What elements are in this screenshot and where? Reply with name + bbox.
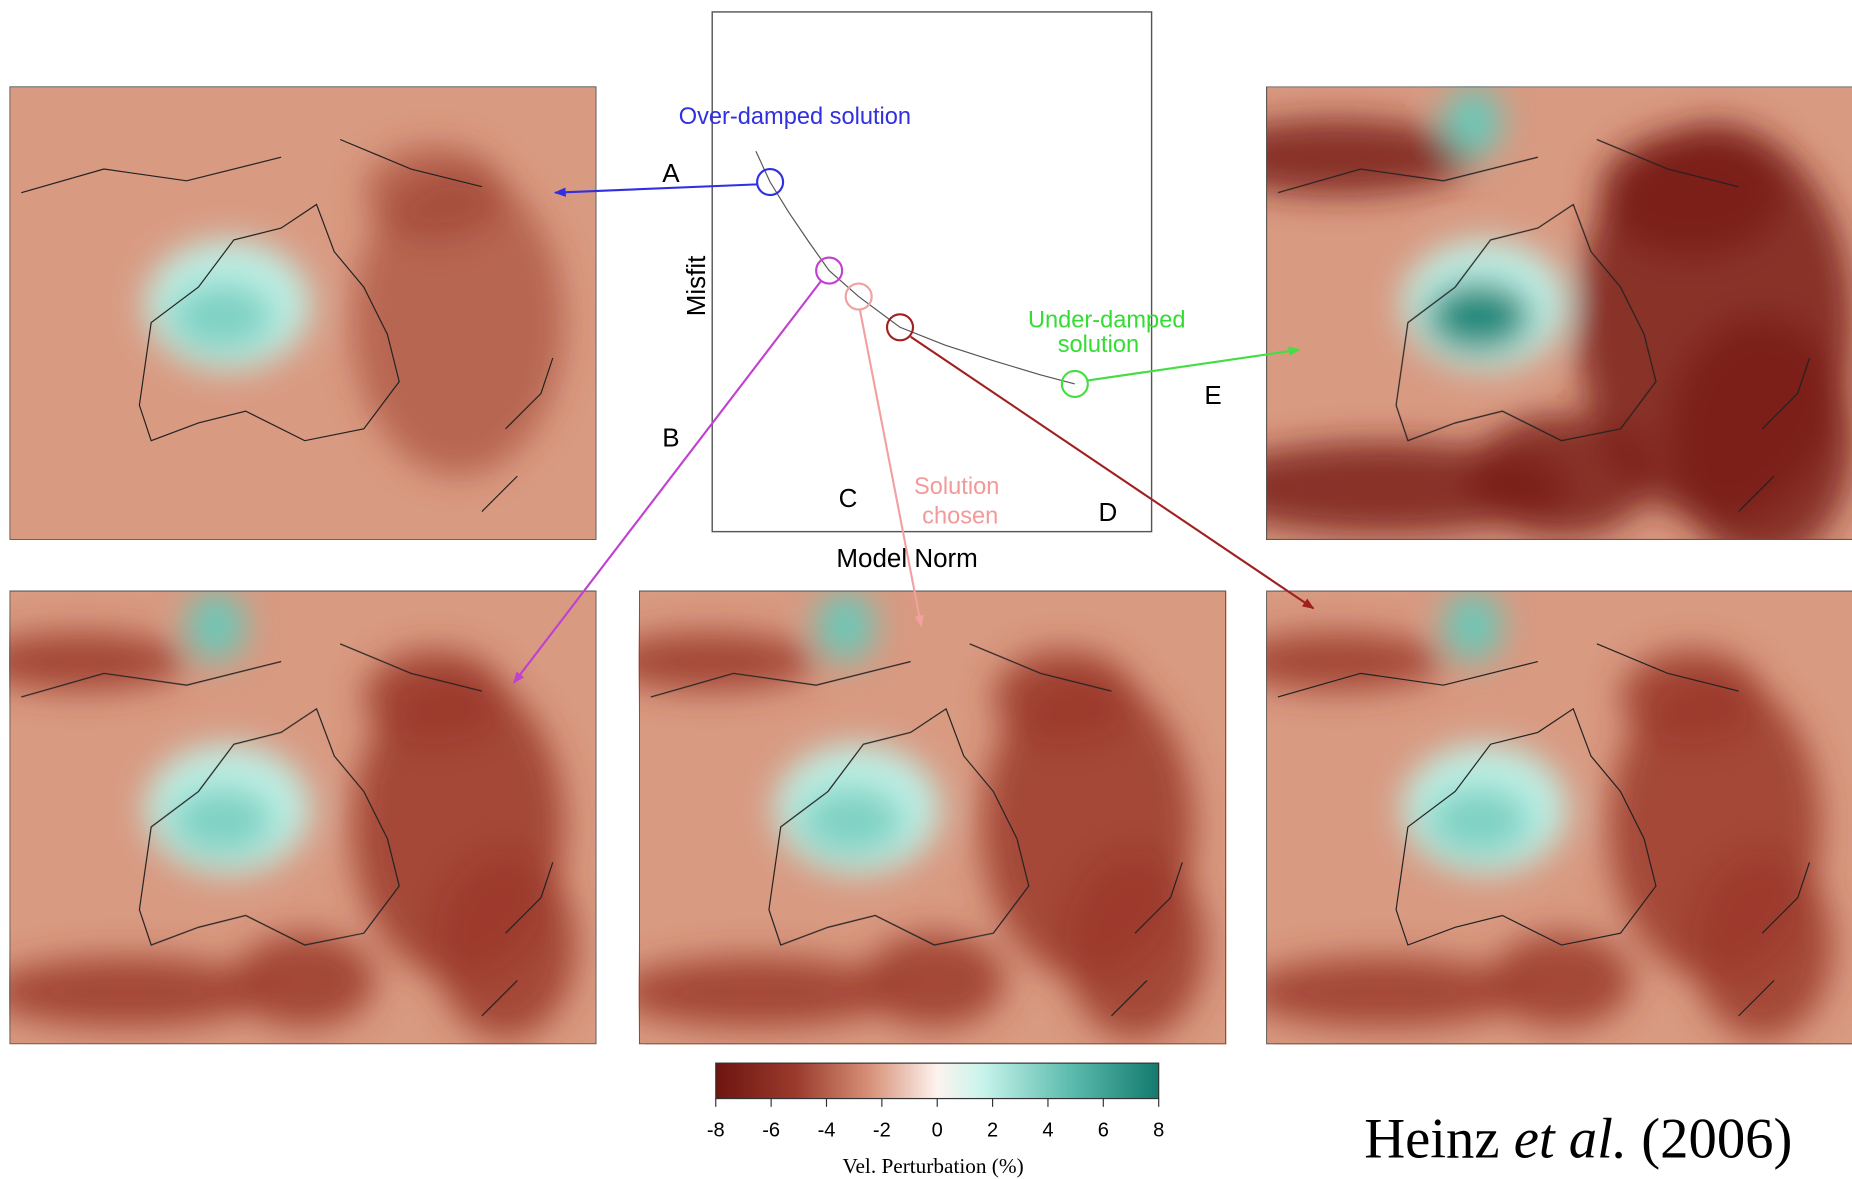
colorbar-tick-label: 4 [1042,1119,1053,1141]
chosen-label: chosen [922,503,998,529]
map-anomaly [1443,86,1502,157]
over-damped-label: Over-damped solution [679,104,911,130]
colorbar-tick-label: 0 [932,1119,943,1141]
map [1199,86,1852,563]
colorbar-tick-label: 8 [1153,1119,1164,1141]
citation-etal: et al. [1514,1108,1627,1171]
citation-year: (2006) [1641,1108,1792,1171]
y-axis-label: Misfit [681,255,711,316]
colorbar-tick-label: 2 [987,1119,998,1141]
map-anomaly [1243,957,1526,1028]
colorbar: -8 -6 -4 -2 0 2 4 6 8 Vel. Perturbation (%) [707,1063,1164,1178]
map-anomaly [816,591,875,662]
map-anomaly [187,591,246,662]
citation: Heinz et al. (2006) [1364,1108,1792,1171]
map-anomaly [863,933,1005,1027]
map-anomaly [1491,933,1633,1027]
map-anomaly [798,786,904,857]
figure: Misfit Model Norm Over-damped solution U… [0,0,1852,1179]
map-anomaly [234,933,376,1027]
colorbar-tick-label: -4 [818,1119,836,1141]
point-label: A [662,158,680,188]
colorbar-label: Vel. Perturbation (%) [843,1154,1024,1178]
map-anomaly [993,650,1135,744]
chosen-label: Solution [914,474,999,500]
map-anomaly [1469,415,1653,538]
map-anomaly [1426,281,1532,352]
map-anomaly [615,957,898,1028]
under-damped-label: Under-damped [1028,307,1185,333]
map-anomaly [1231,632,1444,691]
colorbar-gradient [716,1063,1159,1098]
map-anomaly [364,650,506,744]
map-anomaly [169,786,275,857]
map-anomaly [1621,650,1763,744]
colorbar-tick-label: -8 [707,1119,725,1141]
map-anomaly [1064,851,1206,1040]
colorbar-tick-label: -6 [762,1119,780,1141]
point-label: B [662,423,679,453]
map-anomaly [435,851,577,1040]
map-anomaly [1199,119,1475,196]
map-anomaly [1670,318,1852,564]
map-anomaly [364,145,506,239]
map-anomaly [1599,131,1783,254]
colorbar-ticks: -8 -6 -4 -2 0 2 4 6 8 [707,1099,1164,1142]
map [604,591,1226,1045]
colorbar-tick-label: 6 [1098,1119,1109,1141]
map [0,591,596,1045]
map [9,86,596,540]
map-anomaly [169,281,275,352]
citation-author: Heinz [1364,1108,1499,1171]
colorbar-tick-label: -2 [873,1119,891,1141]
point-label: E [1204,380,1221,410]
l-curve: Misfit Model Norm Over-damped solution U… [514,12,1314,683]
point-label: D [1099,497,1118,527]
map-anomaly [1426,786,1532,857]
map-anomaly [1443,591,1502,662]
map [1231,591,1852,1045]
map-anomaly [1691,851,1833,1040]
map-anomaly [604,632,817,691]
under-damped-label: solution [1058,332,1139,358]
point-label: C [839,483,858,513]
